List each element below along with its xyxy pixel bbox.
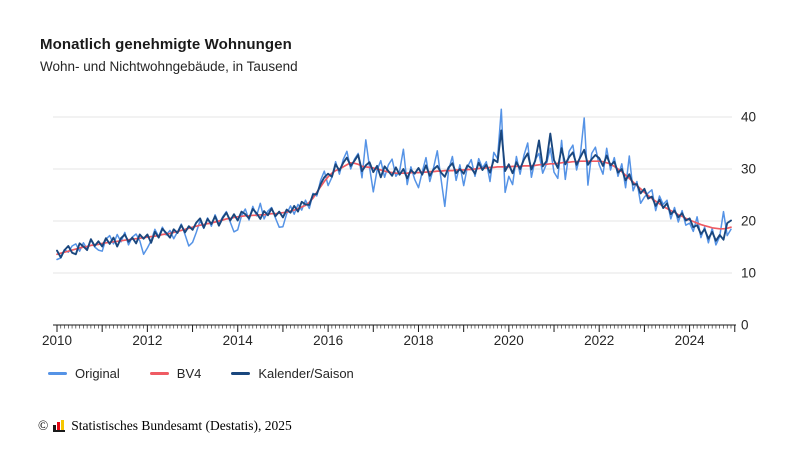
legend-item-kalender-saison[interactable]: Kalender/Saison — [231, 366, 354, 381]
y-axis-tick-label: 10 — [741, 266, 756, 281]
chart-title: Monatlich genehmigte Wohnungen — [40, 36, 292, 53]
series-line-kalender-saison — [56, 129, 732, 259]
bv4-series-swatch — [149, 372, 169, 375]
x-axis-tick-label: 2016 — [313, 333, 343, 348]
destatis-bar-chart-logo-icon — [53, 419, 66, 432]
x-axis-tick-label: 2014 — [223, 333, 254, 348]
original-series-swatch — [48, 372, 67, 375]
x-axis-tick-label: 2018 — [403, 333, 433, 348]
x-axis-tick-label: 2024 — [675, 333, 706, 348]
chart-subtitle: Wohn- und Nichtwohngebäude, in Tausend — [40, 59, 298, 74]
series-line-original — [56, 108, 732, 261]
legend-label-kalender-saison: Kalender/Saison — [258, 366, 354, 381]
x-axis-tick-label: 2020 — [494, 333, 524, 348]
source-text: Statistisches Bundesamt (Destatis), 2025 — [71, 418, 292, 433]
kalender-saison-series-swatch — [231, 372, 251, 375]
legend-label-original: Original — [75, 366, 120, 381]
legend-label-bv4: BV4 — [176, 366, 202, 381]
y-axis-tick-label: 20 — [741, 214, 756, 229]
chart-legend: Original BV4 Kalender/Saison — [48, 366, 354, 381]
y-axis-tick-label: 0 — [741, 318, 749, 333]
x-axis-tick-label: 2022 — [584, 333, 614, 348]
copyright-symbol: © — [38, 418, 49, 433]
source-attribution: © Statistisches Bundesamt (Destatis), 20… — [38, 418, 292, 434]
x-axis-tick-label: 2012 — [132, 333, 162, 348]
legend-item-bv4[interactable]: BV4 — [149, 366, 202, 381]
y-axis-tick-label: 40 — [741, 110, 756, 125]
y-axis-tick-label: 30 — [741, 162, 756, 177]
x-axis-tick-label: 2010 — [42, 333, 72, 348]
legend-item-original[interactable]: Original — [48, 366, 120, 381]
